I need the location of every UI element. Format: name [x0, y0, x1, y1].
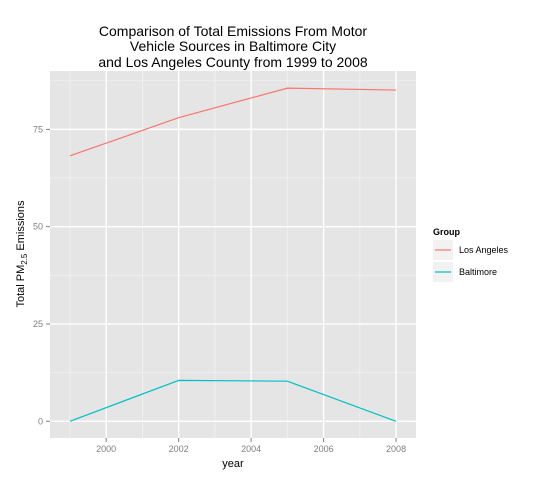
y-tick-label: 75 [33, 124, 43, 134]
legend-label: Los Angeles [459, 245, 509, 255]
y-axis-title-tail: Emissions [15, 200, 27, 254]
x-axis-ticks: 2000 2002 2004 2006 2008 [96, 438, 406, 454]
legend-items: Los Angeles Baltimore [433, 240, 509, 282]
grid-minor [50, 71, 416, 438]
x-tick-label: 2008 [386, 444, 406, 454]
y-tick-label: 25 [33, 319, 43, 329]
y-tick-label: 50 [33, 222, 43, 232]
x-tick-label: 2006 [314, 444, 334, 454]
x-tick-label: 2002 [169, 444, 189, 454]
y-axis-title-main: Total PM [15, 265, 27, 308]
plot-panel [50, 71, 416, 438]
x-tick-label: 2004 [241, 444, 261, 454]
chart-title-line-1: Comparison of Total Emissions From Motor [99, 23, 367, 39]
chart-title: Comparison of Total Emissions From Motor… [98, 23, 368, 70]
y-tick-label: 0 [38, 416, 43, 426]
y-axis-ticks: 0 25 50 75 [33, 124, 50, 426]
legend-label: Baltimore [459, 267, 497, 277]
x-axis-title: year [222, 458, 244, 470]
series-line-baltimore [69, 379, 397, 422]
y-axis-title-subscript: 2.5 [20, 253, 29, 265]
chart-title-line-3: and Los Angeles County from 1999 to 2008 [98, 54, 368, 70]
chart-title-line-2: Vehicle Sources in Baltimore City [130, 38, 336, 54]
series-lines [69, 87, 397, 422]
x-tick-label: 2000 [96, 444, 116, 454]
legend-title: Group [433, 227, 460, 237]
series-line-los-angeles [69, 87, 397, 157]
legend: Group Los Angeles Baltimore [433, 227, 509, 282]
y-axis-title: Total PM2.5 Emissions [15, 200, 29, 308]
grid-major [50, 71, 416, 438]
